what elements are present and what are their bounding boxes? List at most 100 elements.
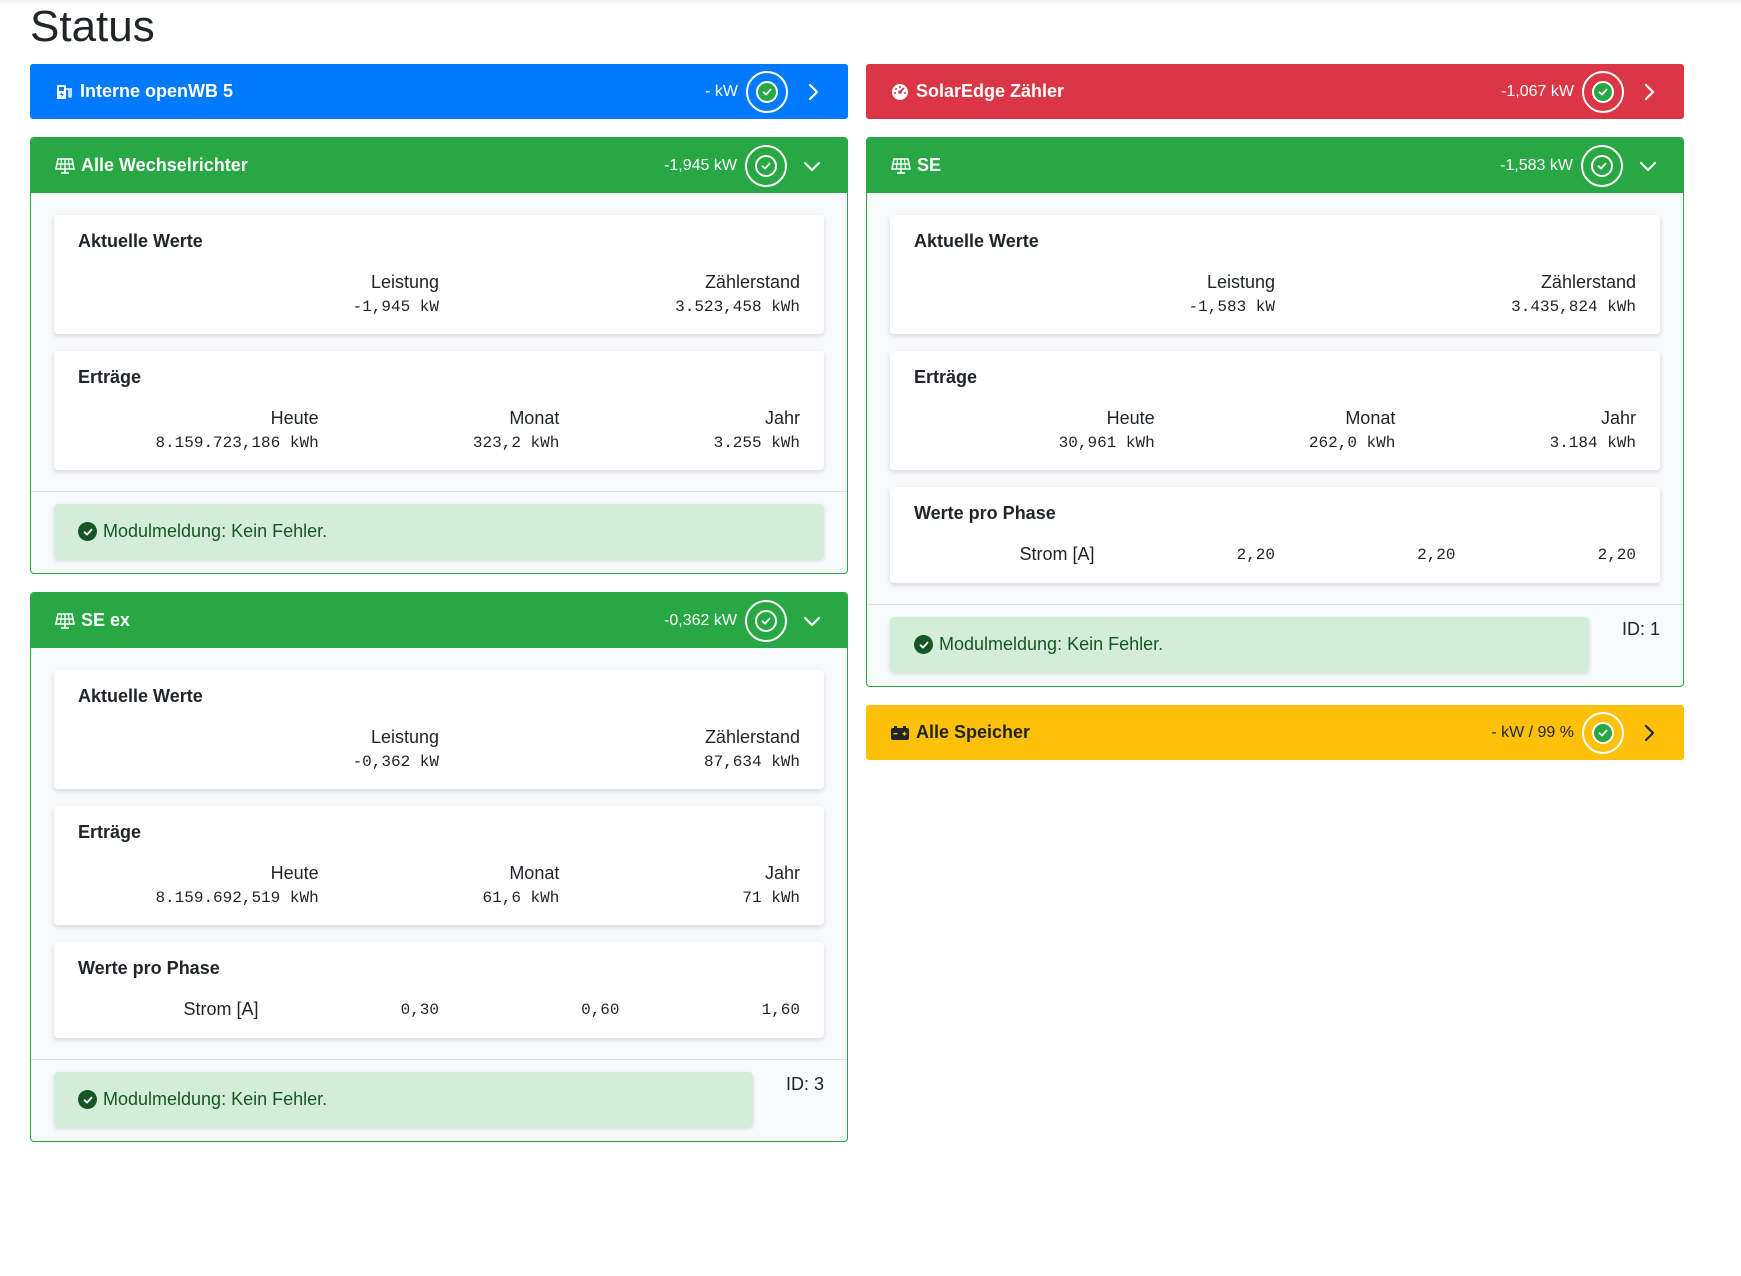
heute-value: 8.159.692,519 kWh <box>155 889 319 907</box>
leistung-value: -1,583 kW <box>1188 298 1275 316</box>
card-title: Alle Wechselrichter <box>55 155 664 176</box>
status-ok-icon <box>746 70 788 113</box>
monat-label: Monat <box>509 408 560 428</box>
monat-value: 262,0 kWh <box>1308 434 1396 452</box>
jahr-value: 71 kWh <box>742 889 801 907</box>
page-title: Status <box>30 2 155 51</box>
module-message-text: Modulmeldung: Kein Fehler. <box>103 1089 328 1109</box>
monat-label: Monat <box>1345 408 1396 428</box>
card-title: SolarEdge Zähler <box>890 81 1501 102</box>
heute: Heute 8.159.692,519 kWh <box>78 863 319 907</box>
panel-title: Aktuelle Werte <box>914 231 1039 251</box>
heute-label: Heute <box>270 408 319 428</box>
jahr: Jahr 3.255 kWh <box>559 408 800 452</box>
gauge-icon <box>890 82 910 102</box>
solar-panel-icon <box>55 611 75 631</box>
panel-title: Aktuelle Werte <box>78 686 203 706</box>
leistung-label: Leistung <box>370 272 439 292</box>
leistung-label: Leistung <box>370 727 439 747</box>
panel-title: Erträge <box>78 822 142 842</box>
chevron-down-icon[interactable] <box>801 155 823 177</box>
phase-1-value: 2,20 <box>1236 545 1275 564</box>
card-header-solaredge_zaehler[interactable]: SolarEdge Zähler -1,067 kW <box>866 64 1684 119</box>
chevron-right-icon[interactable] <box>1638 722 1660 744</box>
card-power-value: -1,067 kW <box>1501 82 1574 100</box>
monat: Monat 323,2 kWh <box>319 408 560 452</box>
card-body: Aktuelle Werte Leistung -1,945 kW Zählersta… <box>31 193 847 491</box>
card-header-openwb[interactable]: Interne openWB 5 - kW <box>30 64 848 119</box>
status-ok-icon <box>1582 70 1624 113</box>
module-id: ID: 3 <box>785 1074 824 1094</box>
card-solaredge_zaehler: SolarEdge Zähler -1,067 kW <box>866 64 1684 119</box>
card-title-text: SolarEdge Zähler <box>916 81 1065 101</box>
solar-panel-icon <box>55 156 75 176</box>
check-circle-icon <box>78 522 97 541</box>
heute-value: 8.159.723,186 kWh <box>155 434 319 452</box>
jahr-label: Jahr <box>1601 408 1637 428</box>
card-se: SE -1,583 kW Aktuelle Werte Leistung -1,583 … <box>866 137 1684 687</box>
module-id: ID: 1 <box>1621 619 1660 639</box>
ertraege-panel: Erträge Heute 8.159.692,519 kWh Monat 61,6 k… <box>54 806 824 925</box>
card-wechselrichter: Alle Wechselrichter -1,945 kW Aktuelle Wer… <box>30 137 848 574</box>
leistung-value: -1,945 kW <box>352 298 439 316</box>
card-title: SE ex <box>55 610 664 631</box>
leistung-value: -0,362 kW <box>352 753 439 771</box>
aktuelle-werte-panel: Aktuelle Werte Leistung -0,362 kW Zählersta… <box>54 670 824 789</box>
jahr-value: 3.255 kWh <box>713 434 801 452</box>
panel-title: Werte pro Phase <box>914 503 1056 523</box>
leistung: Leistung -0,362 kW <box>78 727 439 771</box>
monat-value: 61,6 kWh <box>482 889 560 907</box>
battery-icon <box>890 723 910 743</box>
card-footer: Modulmeldung: Kein Fehler. ID: 1 <box>867 604 1683 686</box>
strom-label: Strom [A] <box>1019 544 1095 564</box>
module-message-text: Modulmeldung: Kein Fehler. <box>939 634 1164 654</box>
card-header-speicher[interactable]: Alle Speicher - kW / 99 % <box>866 705 1684 760</box>
jahr: Jahr 3.184 kWh <box>1395 408 1636 452</box>
card-header-se[interactable]: SE -1,583 kW <box>867 138 1683 193</box>
check-circle-icon <box>78 1090 97 1109</box>
card-title-text: Interne openWB 5 <box>80 81 234 101</box>
ertraege-panel: Erträge Heute 30,961 kWh Monat 262,0 kWh Jahr… <box>890 351 1660 470</box>
card-title-text: SE <box>917 155 942 175</box>
card-header-se_ex[interactable]: SE ex -0,362 kW <box>31 593 847 648</box>
module-message-alert: Modulmeldung: Kein Fehler. <box>54 504 824 559</box>
status-ok-icon <box>1582 711 1624 754</box>
leistung: Leistung -1,583 kW <box>914 272 1275 316</box>
card-header-wechselrichter[interactable]: Alle Wechselrichter -1,945 kW <box>31 138 847 193</box>
card-se_ex: SE ex -0,362 kW Aktuelle Werte Leistung -0,3… <box>30 592 848 1142</box>
panel-title: Erträge <box>78 367 142 387</box>
panel-title: Werte pro Phase <box>78 958 220 978</box>
chevron-down-icon[interactable] <box>1637 155 1659 177</box>
card-body: Aktuelle Werte Leistung -1,583 kW Zählersta… <box>867 193 1683 604</box>
check-circle-icon <box>914 635 933 654</box>
module-message-alert: Modulmeldung: Kein Fehler. <box>54 1072 753 1127</box>
chevron-right-icon[interactable] <box>802 81 824 103</box>
zaehlerstand: Zählerstand 3.523,458 kWh <box>439 272 800 316</box>
card-body: Aktuelle Werte Leistung -0,362 kW Zählersta… <box>31 648 847 1059</box>
card-power-value: -1,945 kW <box>664 156 737 174</box>
status-ok-icon <box>1581 144 1623 187</box>
ertraege-panel: Erträge Heute 8.159.723,186 kWh Monat 323,2 … <box>54 351 824 470</box>
card-title: Alle Speicher <box>890 722 1491 743</box>
phase-2-value: 2,20 <box>1417 545 1456 564</box>
left-column: Interne openWB 5 - kW Alle Wechselrichter -… <box>30 64 848 1160</box>
top-shadow-bar <box>0 0 1741 5</box>
status-ok-icon <box>745 599 787 642</box>
chevron-right-icon[interactable] <box>1638 81 1660 103</box>
monat: Monat 61,6 kWh <box>319 863 560 907</box>
leistung-label: Leistung <box>1206 272 1275 292</box>
phase-2-value: 0,60 <box>581 1000 620 1019</box>
heute: Heute 30,961 kWh <box>914 408 1155 452</box>
monat-value: 323,2 kWh <box>472 434 560 452</box>
phase-3-value: 2,20 <box>1597 545 1636 564</box>
zaehlerstand-value: 87,634 kWh <box>703 753 800 771</box>
card-title-text: Alle Speicher <box>916 722 1031 742</box>
card-power-value: -1,583 kW <box>1500 156 1573 174</box>
monat: Monat 262,0 kWh <box>1155 408 1396 452</box>
panel-title: Aktuelle Werte <box>78 231 203 251</box>
charging-station-icon <box>54 82 74 102</box>
module-message-text: Modulmeldung: Kein Fehler. <box>103 521 328 541</box>
chevron-down-icon[interactable] <box>801 610 823 632</box>
card-title: SE <box>891 155 1500 176</box>
heute-label: Heute <box>270 863 319 883</box>
